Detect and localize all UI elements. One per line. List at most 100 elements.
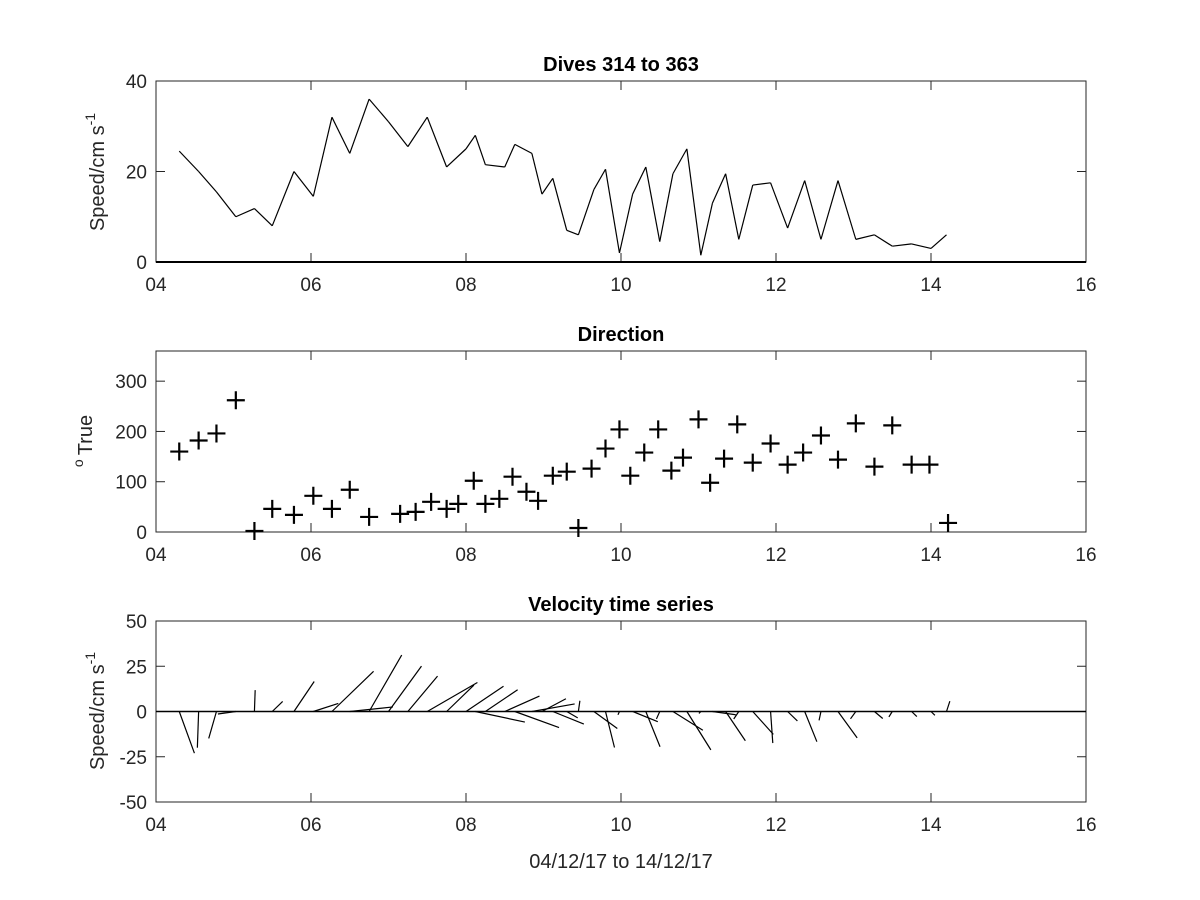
velocity-stick [769,711,774,744]
velocity-stick [552,710,585,725]
velocity-stick [504,695,540,713]
velocity-stick [426,682,478,713]
velocity-stick [514,710,560,729]
speed-line-segment [426,116,448,168]
direction-point [649,420,668,439]
velocity-y-tick-label: 50 [126,612,147,633]
velocity-panel: Velocity time series 04 06 08 10 12 14 1650250… [82,594,1097,873]
direction-point [662,461,681,480]
direction-plot-area: 04 06 08 10 12 14 16 0 100 200 300 [115,350,1097,566]
speed-x-tick-label: 10 [610,275,631,296]
speed-line-segment [787,180,806,229]
speed-x-tick-label: 16 [1075,275,1096,296]
speed-x-tick-label: 12 [765,275,786,296]
velocity-stick [617,711,620,716]
speed-line-segment [874,234,893,247]
velocity-y-axis-label-superscript: -1 [82,652,98,665]
direction-point [596,439,615,458]
direction-point [635,443,654,462]
speed-x-tick-label: 14 [920,275,942,296]
velocity-stick [593,711,618,730]
direction-point [476,494,495,513]
speed-line-segment [618,193,634,254]
direction-x-tick-label: 12 [765,545,786,566]
direction-x-tick-label: 04 [145,545,167,566]
velocity-stick [331,670,375,712]
speed-line-segment [254,208,273,227]
velocity-stick [837,711,858,739]
direction-point [621,466,640,485]
direction-point [406,502,425,521]
velocity-stick [672,710,704,731]
speed-line-segment [552,178,568,231]
velocity-stick [293,681,315,712]
direction-point [517,482,536,501]
velocity-stick [632,710,659,723]
direction-point [360,507,379,526]
speed-line-segment [368,98,389,123]
velocity-stick [787,711,798,722]
direction-point [449,494,468,513]
direction-axes-box [155,350,1087,533]
direction-x-tick-label: 16 [1075,545,1096,566]
direction-point [529,491,548,510]
direction-y-tick-label: 0 [136,523,147,544]
velocity-stick [818,711,822,721]
direction-point [422,492,441,511]
direction-point [610,420,629,439]
velocity-stick [368,654,403,712]
direction-point [304,486,323,505]
direction-point [503,467,522,486]
speed-line-segment [804,180,822,240]
velocity-stick [930,711,936,716]
direction-point [437,499,456,518]
velocity-stick [655,711,661,720]
velocity-stick [217,710,236,715]
speed-plot-area: 04 06 08 10 12 14 16 0 20 40 [126,72,1097,296]
velocity-stick [698,711,702,714]
velocity-stick [725,711,746,742]
velocity-panel-title: Velocity time series [528,594,714,616]
velocity-y-tick-label: 0 [136,703,147,724]
speed-panel: Dives 314 to 363 04 06 08 10 12 14 16 0 20 40 Spe… [82,54,1097,296]
velocity-stick [313,702,339,713]
direction-x-tick-label: 10 [610,545,631,566]
direction-x-tick-label: 06 [300,545,321,566]
direction-point [846,414,865,433]
speed-line-segment [388,121,409,147]
direction-point [920,455,939,474]
direction-x-tick-label: 08 [455,545,476,566]
direction-point [263,499,282,518]
speed-line-segment [465,134,476,150]
direction-y-axis-label-prefix: o [70,459,86,467]
direction-point [865,457,884,476]
speed-line-segment [235,208,255,218]
velocity-stick [712,710,736,716]
velocity-y-tick-label: -50 [120,793,147,814]
speed-line-segment [271,171,295,227]
velocity-stick [604,711,616,748]
speed-line-segment [474,135,486,165]
speed-line-segment [407,116,428,147]
direction-point [284,505,303,524]
velocity-stick [686,711,712,751]
speed-line-segment [930,234,947,249]
speed-line-segment [541,177,554,195]
direction-point [674,448,692,467]
speed-line-segment [349,98,370,154]
velocity-y-axis-label-text: Speed/cm s [87,664,109,770]
direction-panel: Direction 04 06 08 10 12 14 16 0 100 200 300 o True [70,324,1097,566]
speed-line-segment [504,144,516,168]
velocity-stick [446,684,475,712]
direction-point [761,434,780,453]
direction-x-tick-label: 14 [920,545,942,566]
velocity-stick [804,711,818,742]
speed-y-tick-label: 20 [126,163,147,184]
direction-y-tick-label: 100 [115,473,147,494]
direction-point [811,426,830,445]
velocity-x-axis-label: 04/12/17 to 14/12/17 [529,851,713,873]
speed-line-segment [215,191,237,218]
speed-line-segment [770,182,789,229]
speed-line-segment [686,148,702,256]
